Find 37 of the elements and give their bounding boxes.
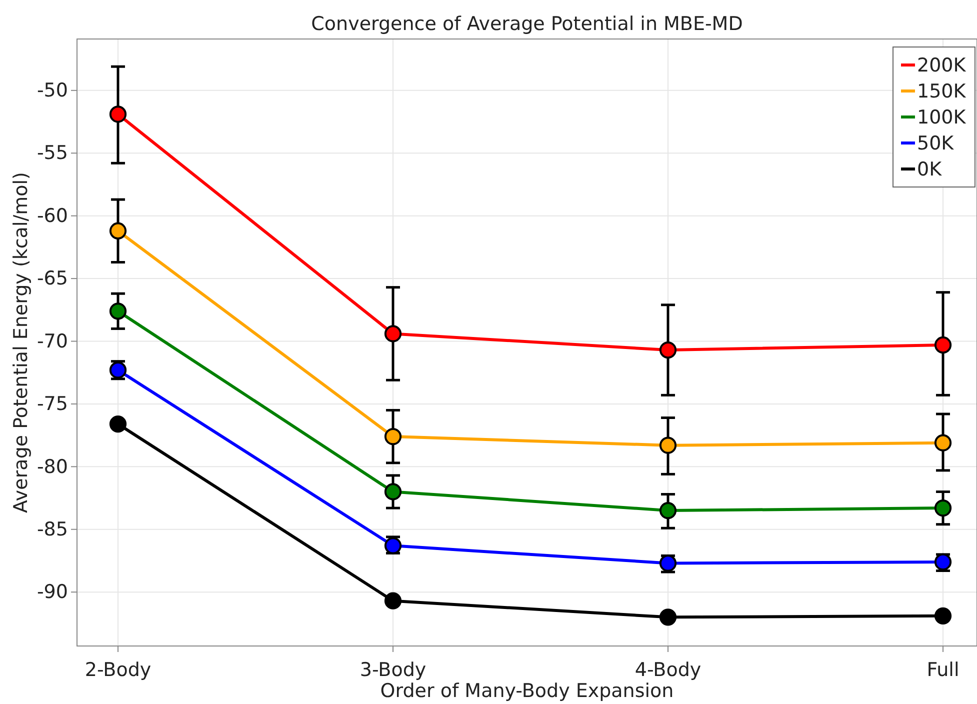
- point: [934, 499, 952, 517]
- y-tick-label: -80: [36, 456, 68, 478]
- point: [934, 336, 952, 354]
- y-tick-label: -50: [36, 80, 68, 102]
- y-tick-label: -60: [36, 204, 68, 227]
- y-tick-label: -65: [36, 268, 68, 290]
- y-axis-title: Average Potential Energy (kcal/mol): [10, 172, 32, 513]
- y-tick-label: -85: [36, 518, 68, 540]
- y-tick-label: -55: [36, 142, 68, 164]
- point: [934, 607, 952, 624]
- point: [384, 483, 402, 500]
- x-tick-label: 2-Body: [84, 658, 152, 681]
- point: [659, 436, 677, 454]
- point: [109, 415, 127, 433]
- point: [934, 434, 952, 452]
- point: [659, 502, 677, 520]
- legend-label: 150K: [917, 80, 966, 103]
- point: [384, 592, 402, 610]
- legend-label: 100K: [917, 106, 966, 129]
- point: [659, 608, 677, 626]
- y-tick-label: -75: [36, 393, 68, 416]
- x-tick-label: Full: [926, 658, 960, 681]
- legend-label: 0K: [917, 158, 942, 181]
- legend-label: 50K: [917, 132, 954, 155]
- point: [659, 341, 677, 359]
- legend-label: 200K: [917, 54, 966, 77]
- y-tick-label: -90: [36, 581, 68, 604]
- x-axis-title: Order of Many-Body Expansion: [380, 680, 674, 702]
- point: [109, 302, 127, 320]
- point: [109, 106, 127, 123]
- chart-title: Convergence of Average Potential in MBE-MD: [311, 13, 743, 35]
- point: [384, 325, 402, 342]
- x-tick-label: 4-Body: [634, 658, 702, 681]
- point: [109, 222, 127, 240]
- point: [384, 428, 402, 446]
- x-tick-label: 3-Body: [360, 658, 426, 681]
- y-tick-label: -70: [36, 330, 68, 352]
